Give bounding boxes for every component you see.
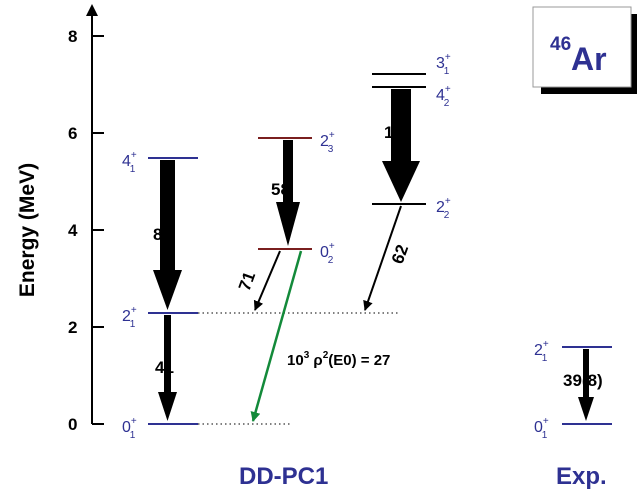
svg-text:2+3: 2+ 3	[320, 130, 335, 155]
arrow-2plus3-to-0plus2	[276, 140, 300, 246]
nucleus-symbol: Ar	[571, 41, 607, 77]
label-2plus1: 2+ 1	[122, 305, 137, 330]
nucleus-box: 46 Ar	[532, 6, 637, 94]
svg-text:2+1: 2+ 1	[534, 339, 549, 364]
label-2plus3: 2+ 3	[320, 130, 335, 155]
label-4plus2: 4+ 2	[436, 84, 451, 109]
transition-value-58: 58	[271, 180, 290, 199]
svg-text:3+1: 3+ 1	[436, 52, 451, 77]
svg-text:4+2: 4+ 2	[436, 84, 451, 109]
svg-text:0+1: 0+ 1	[534, 416, 549, 441]
label-0plus2: 0+ 2	[320, 241, 335, 266]
transition-value-115: 115	[384, 123, 411, 142]
arrow-4plus1-to-2plus1	[153, 160, 182, 310]
svg-text:4+1: 4+ 1	[122, 150, 137, 175]
tick-label-6: 6	[68, 124, 77, 143]
svg-text:0+1: 0+ 1	[122, 416, 137, 441]
transition-value-62: 62	[388, 242, 412, 266]
label-3plus1: 3+ 1	[436, 52, 451, 77]
svg-text:0+2: 0+ 2	[320, 241, 335, 266]
footer-exp: Exp.	[556, 463, 607, 490]
nucleus-mass: 46	[550, 34, 571, 55]
label-2plus2: 2+ 2	[436, 196, 451, 221]
exp-label-2plus1: 2+ 1	[534, 339, 549, 364]
e0-label: 103 ρ2(E0) = 27	[287, 350, 390, 369]
y-axis-title: Energy (MeV)	[16, 163, 39, 297]
arrow-0plus2-to-2plus1	[253, 250, 281, 311]
exp-arrow-2plus1-to-0plus1	[578, 349, 594, 421]
e0-arrow-0plus2-to-0plus1	[250, 250, 303, 422]
transition-value-71: 71	[235, 269, 259, 293]
arrow-2plus2-to-2plus1	[363, 205, 402, 311]
exp-transition-value: 39(8)	[563, 371, 603, 390]
y-axis-ticks	[92, 35, 104, 425]
svg-text:2+1: 2+ 1	[122, 305, 137, 330]
transition-value-41: 41	[155, 358, 174, 377]
footer-ddpc1: DD-PC1	[239, 463, 328, 490]
tick-label-0: 0	[68, 415, 77, 434]
tick-label-8: 8	[68, 27, 77, 46]
svg-text:2+2: 2+ 2	[436, 196, 451, 221]
arrow-4plus2-to-2plus2	[382, 89, 420, 202]
arrow-2plus1-to-0plus1	[158, 315, 177, 421]
transition-value-82: 82	[153, 225, 172, 244]
y-axis-arrow-icon	[86, 4, 98, 16]
tick-label-2: 2	[68, 318, 77, 337]
label-4plus1: 4+ 1	[122, 150, 137, 175]
label-0plus1: 0+ 1	[122, 416, 137, 441]
exp-label-0plus1: 0+ 1	[534, 416, 549, 441]
tick-label-4: 4	[68, 221, 78, 240]
